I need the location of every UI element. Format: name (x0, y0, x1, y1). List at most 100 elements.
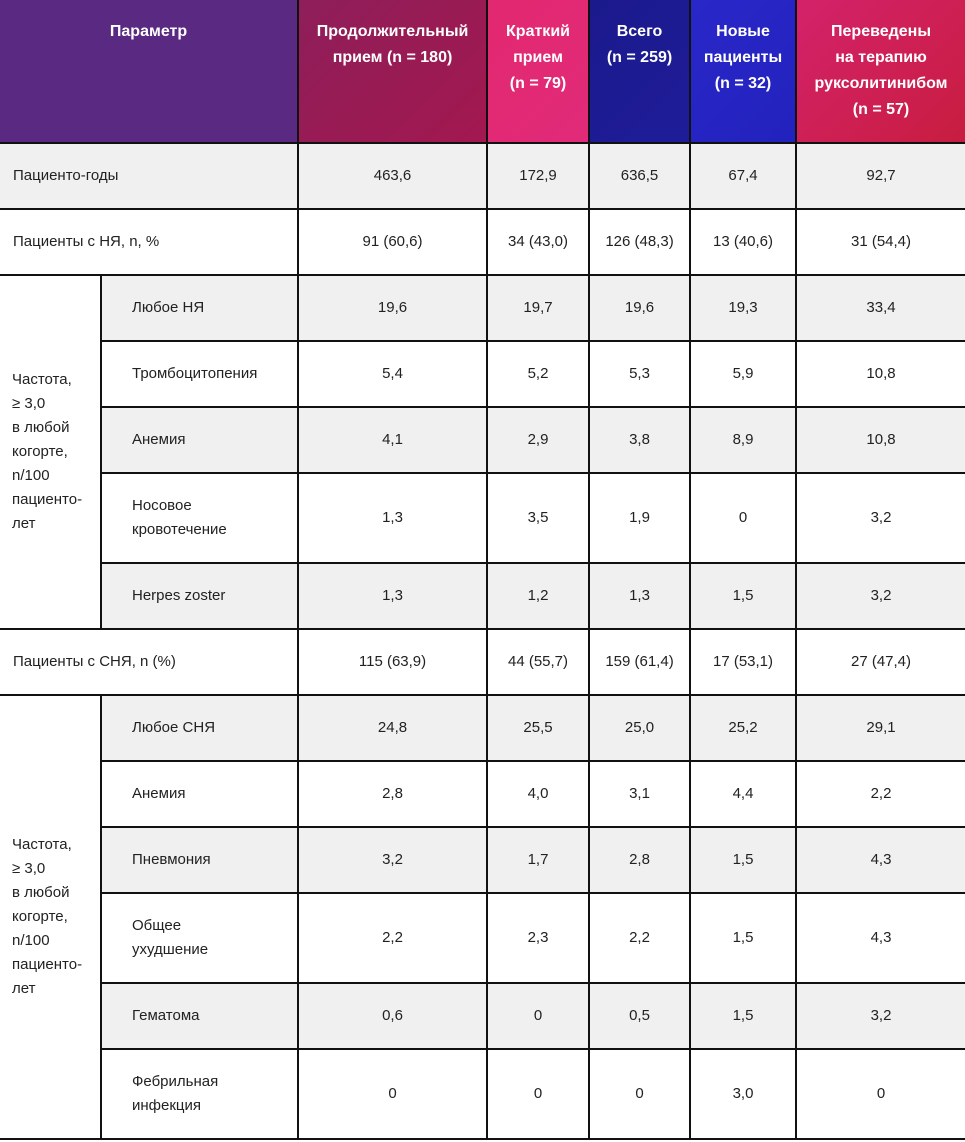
row-ae-patients: Пациенты с НЯ, n, % 91 (60,6) 34 (43,0) … (0, 208, 965, 276)
row-any-sae: Частота, ≥ 3,0 в любой когорте, n/100 пациент… (0, 694, 965, 1140)
cell-new: 19,3 (689, 274, 798, 342)
cell-new: 4,4 (689, 760, 798, 828)
cell-long: 2,8 (297, 760, 489, 828)
row-sae-patients: Пациенты с СНЯ, n (%) 115 (63,9) 44 (55,… (0, 628, 965, 696)
cell-rux: 10,8 (795, 406, 965, 474)
cell-long: 0 (297, 1048, 489, 1140)
cell-long: 4,1 (297, 406, 489, 474)
cell-short: 1,2 (486, 562, 591, 630)
cell-rux: 27 (47,4) (795, 628, 965, 696)
cell-new: 17 (53,1) (689, 628, 798, 696)
group-label-sae-frequency: Частота, ≥ 3,0 в любой когорте, n/100 пациент… (0, 694, 102, 1140)
cell-short: 25,5 (486, 694, 591, 762)
cell-long: 115 (63,9) (297, 628, 489, 696)
cell-rux: 4,3 (795, 826, 965, 894)
cell-new: 1,5 (689, 982, 798, 1050)
cell-short: 3,5 (486, 472, 591, 564)
row-general-deterioration: Общее ухудшение 2,2 2,3 2,2 1,5 4,3 (0, 892, 965, 984)
cell-long: 3,2 (297, 826, 489, 894)
cell-long: 5,4 (297, 340, 489, 408)
cell-new: 8,9 (689, 406, 798, 474)
cell-rux: 29,1 (795, 694, 965, 762)
cell-total: 0,5 (588, 982, 692, 1050)
cell-short: 0 (486, 982, 591, 1050)
cell-new: 1,5 (689, 562, 798, 630)
cell-short: 19,7 (486, 274, 591, 342)
cell-short: 34 (43,0) (486, 208, 591, 276)
row-label: Фебрильная инфекция (99, 1048, 300, 1140)
row-pneumonia: Пневмония 3,2 1,7 2,8 1,5 4,3 (0, 826, 965, 894)
cell-total: 636,5 (588, 142, 692, 210)
cell-rux: 3,2 (795, 982, 965, 1050)
row-febrile-infection: Фебрильная инфекция 0 0 0 3,0 0 (0, 1048, 965, 1140)
row-anemia: Анемия 4,1 2,9 3,8 8,9 10,8 (0, 406, 965, 474)
cell-short: 5,2 (486, 340, 591, 408)
row-thrombocytopenia: Тромбоцитопения 5,4 5,2 5,3 5,9 10,8 (0, 340, 965, 408)
row-label: Любое НЯ (99, 274, 300, 342)
cell-rux: 33,4 (795, 274, 965, 342)
row-label: Тромбоцитопения (99, 340, 300, 408)
row-anemia-sae: Анемия 2,8 4,0 3,1 4,4 2,2 (0, 760, 965, 828)
cell-rux: 10,8 (795, 340, 965, 408)
row-label: Пациенто-годы (0, 142, 300, 210)
cell-total: 2,2 (588, 892, 692, 984)
cell-new: 3,0 (689, 1048, 798, 1140)
cell-short: 2,9 (486, 406, 591, 474)
cell-rux: 3,2 (795, 562, 965, 630)
row-label: Анемия (99, 760, 300, 828)
cell-total: 1,3 (588, 562, 692, 630)
cell-short: 1,7 (486, 826, 591, 894)
cell-total: 3,1 (588, 760, 692, 828)
cell-total: 25,0 (588, 694, 692, 762)
row-label: Пневмония (99, 826, 300, 894)
cell-total: 19,6 (588, 274, 692, 342)
row-label: Гематома (99, 982, 300, 1050)
row-patient-years: Пациенто-годы 463,6 172,9 636,5 67,4 92,… (0, 142, 965, 210)
cell-total: 126 (48,3) (588, 208, 692, 276)
cell-short: 172,9 (486, 142, 591, 210)
cell-new: 0 (689, 472, 798, 564)
row-label: Носовое кровотечение (99, 472, 300, 564)
header-row: Параметр Продолжительный прием (n = 180) … (0, 0, 965, 144)
cell-long: 2,2 (297, 892, 489, 984)
cell-new: 1,5 (689, 892, 798, 984)
row-label: Любое СНЯ (99, 694, 300, 762)
cell-long: 91 (60,6) (297, 208, 489, 276)
cell-rux: 2,2 (795, 760, 965, 828)
cell-total: 1,9 (588, 472, 692, 564)
cell-short: 0 (486, 1048, 591, 1140)
row-epistaxis: Носовое кровотечение 1,3 3,5 1,9 0 3,2 (0, 472, 965, 564)
row-hematoma: Гематома 0,6 0 0,5 1,5 3,2 (0, 982, 965, 1050)
header-total: Всего (n = 259) (588, 0, 692, 144)
cell-total: 5,3 (588, 340, 692, 408)
row-label: Herpes zoster (99, 562, 300, 630)
cell-rux: 4,3 (795, 892, 965, 984)
cell-long: 24,8 (297, 694, 489, 762)
cell-long: 19,6 (297, 274, 489, 342)
cell-new: 67,4 (689, 142, 798, 210)
cell-long: 1,3 (297, 472, 489, 564)
cell-total: 159 (61,4) (588, 628, 692, 696)
header-ruxolitinib: Переведены на терапию руксолитинибом (n = 5… (795, 0, 965, 144)
group-label-ae-frequency: Частота, ≥ 3,0 в любой когорте, n/100 пациент… (0, 274, 102, 630)
cell-short: 4,0 (486, 760, 591, 828)
cell-new: 13 (40,6) (689, 208, 798, 276)
cell-new: 5,9 (689, 340, 798, 408)
header-new-patients: Новые пациенты (n = 32) (689, 0, 798, 144)
cell-long: 0,6 (297, 982, 489, 1050)
header-short-term: Краткий прием (n = 79) (486, 0, 591, 144)
cell-new: 25,2 (689, 694, 798, 762)
cell-total: 2,8 (588, 826, 692, 894)
cell-short: 44 (55,7) (486, 628, 591, 696)
cell-long: 1,3 (297, 562, 489, 630)
row-herpes-zoster: Herpes zoster 1,3 1,2 1,3 1,5 3,2 (0, 562, 965, 630)
row-any-ae: Частота, ≥ 3,0 в любой когорте, n/100 пациент… (0, 274, 965, 630)
header-param: Параметр (0, 0, 300, 144)
cell-rux: 0 (795, 1048, 965, 1140)
cell-rux: 31 (54,4) (795, 208, 965, 276)
row-label: Общее ухудшение (99, 892, 300, 984)
cell-new: 1,5 (689, 826, 798, 894)
cell-long: 463,6 (297, 142, 489, 210)
header-long-term: Продолжительный прием (n = 180) (297, 0, 489, 144)
